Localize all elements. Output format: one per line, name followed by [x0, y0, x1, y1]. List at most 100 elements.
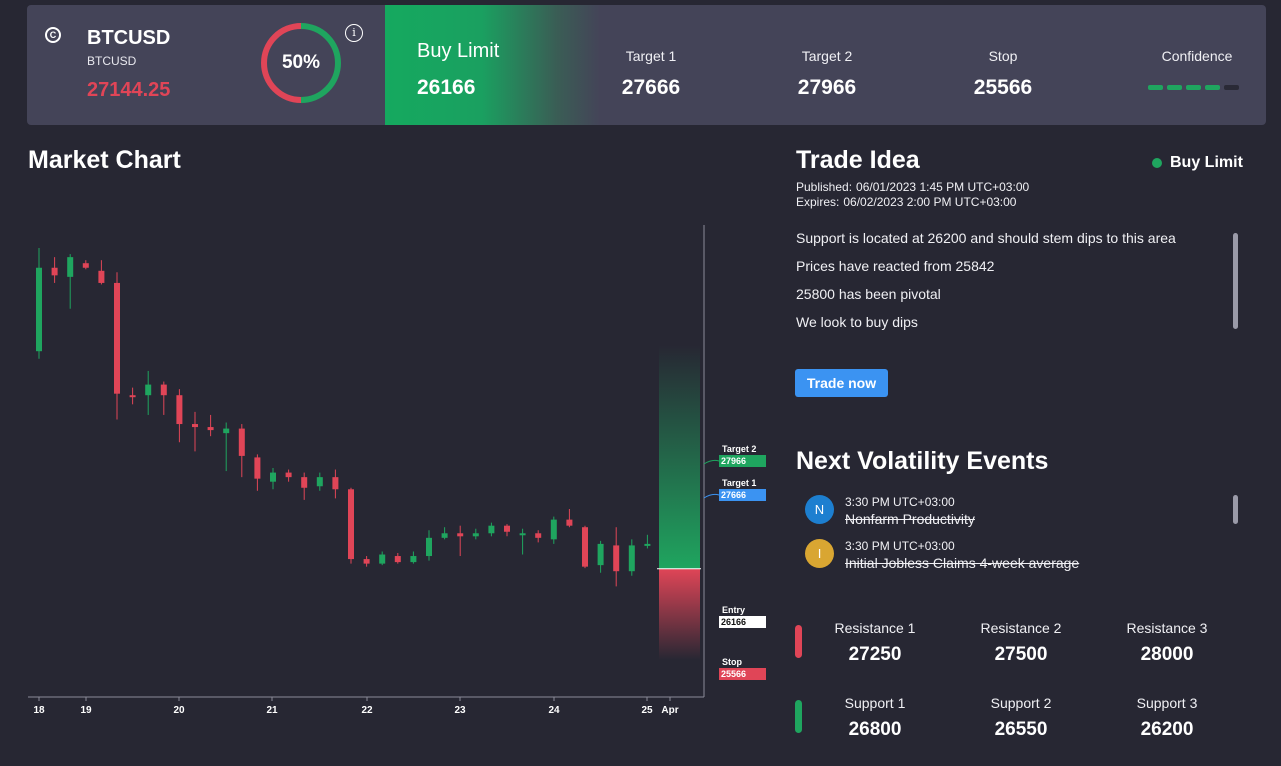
events-title: Next Volatility Events	[796, 447, 1049, 475]
confidence-segment	[1148, 85, 1163, 90]
level-value: 26800	[848, 719, 902, 740]
candle-body	[457, 533, 464, 537]
event-badge: N	[805, 495, 834, 524]
events-scrollbar[interactable]	[1233, 495, 1238, 524]
level-label: Support 1	[844, 695, 906, 711]
candle-body	[613, 545, 620, 572]
level-label: Resistance 2	[980, 620, 1062, 636]
market-chart[interactable]: 18 19 20 21 22 23 24 25 Apr Target 227966Target …	[0, 215, 780, 720]
x-tick-label: 20	[173, 705, 185, 716]
status-dot	[1152, 158, 1162, 168]
event-time: 3:30 PM UTC+03:00	[845, 539, 955, 553]
candle-body	[363, 559, 370, 564]
gauge-label: 50%	[281, 52, 321, 73]
idea-scrollbar[interactable]	[1233, 233, 1238, 329]
confidence-segment	[1205, 85, 1220, 90]
confidence-meter	[1148, 85, 1239, 90]
confidence-segment	[1224, 85, 1239, 90]
x-tick-label: 25	[641, 705, 653, 716]
candle-body	[98, 270, 105, 283]
published-info: Published: 06/01/2023 1:45 PM UTC+03:00	[796, 180, 1033, 194]
candle-body	[535, 533, 542, 538]
support-indicator	[795, 700, 802, 733]
stat-value: 25566	[973, 76, 1033, 99]
marker-connector	[703, 459, 720, 465]
candle-body	[270, 472, 276, 482]
trade-now-button[interactable]: Trade now	[795, 369, 888, 397]
level-label: Resistance 3	[1126, 620, 1208, 636]
candle-body	[332, 477, 339, 490]
marker-label: Target 2	[722, 444, 756, 454]
candle-body	[597, 543, 604, 566]
loss-zone	[659, 568, 700, 660]
candle-body	[176, 395, 183, 425]
level-value: 27500	[994, 644, 1048, 665]
candle-body	[207, 427, 214, 431]
trade-idea-status: Buy Limit	[1152, 154, 1243, 172]
resistance-2: Resistance 2 27500	[946, 620, 1096, 666]
marker-value: 27666	[721, 490, 746, 500]
candle-body	[316, 477, 323, 487]
candle-body	[301, 477, 308, 488]
published-date: 06/01/2023 1:45 PM UTC+03:00	[856, 180, 1030, 194]
candle-body	[426, 537, 432, 557]
marker-value-box	[719, 668, 766, 680]
idea-line: Support is located at 26200 and should s…	[796, 230, 1176, 246]
info-icon[interactable]: i	[345, 24, 363, 42]
level-value: 28000	[1140, 644, 1194, 665]
candle-body	[488, 525, 495, 534]
event-name[interactable]: Nonfarm Productivity	[845, 511, 975, 527]
candle-body	[550, 519, 557, 540]
x-tick-label: 22	[361, 705, 373, 716]
gauge-green-arc	[300, 23, 341, 103]
stat-target-2: Target 2 27966	[757, 5, 897, 125]
support-2: Support 2 26550	[946, 695, 1096, 741]
candle-body	[348, 489, 354, 560]
marker-label: Target 1	[722, 478, 756, 488]
level-label: Support 2	[990, 695, 1052, 711]
gauge-red-arc	[261, 23, 302, 103]
confidence-segment	[1167, 85, 1182, 90]
order-price: 26166	[417, 76, 476, 99]
idea-line: We look to buy dips	[796, 314, 918, 330]
marker-value: 26166	[721, 617, 746, 627]
percent-gauge	[261, 23, 341, 103]
candle-body	[129, 395, 136, 398]
order-panel: Buy Limit 26166	[385, 5, 600, 125]
candle-body	[192, 424, 198, 428]
stat-label: Stop	[988, 48, 1018, 64]
expires-info: Expires: 06/02/2023 2:00 PM UTC+03:00	[796, 195, 1020, 209]
stat-label: Target 2	[801, 48, 853, 64]
support-3: Support 3 26200	[1092, 695, 1242, 741]
stat-label: Target 1	[625, 48, 677, 64]
symbol-name: BTCUSD	[87, 27, 171, 49]
candle-body	[472, 533, 479, 537]
x-tick-label: 24	[548, 705, 560, 716]
candle-body	[379, 554, 386, 564]
candle-body	[36, 267, 42, 352]
marker-label: Entry	[722, 605, 745, 615]
marker-value: 27966	[721, 456, 746, 466]
candle-body	[519, 533, 526, 536]
stat-value: 27966	[797, 76, 857, 99]
level-markers: Target 2 27966 Target 1 27666 Entry 26166 Stop…	[703, 444, 766, 680]
x-tick-label: 21	[266, 705, 278, 716]
candle-body	[410, 556, 417, 563]
candle-body	[582, 527, 588, 567]
level-value: 27250	[848, 644, 902, 665]
candle-body	[285, 472, 292, 478]
event-name[interactable]: Initial Jobless Claims 4-week average	[845, 555, 1080, 571]
candle-body	[628, 545, 635, 572]
candle-body	[67, 257, 74, 277]
profit-zone	[659, 345, 700, 569]
marker-label: Stop	[722, 657, 742, 667]
resistance-3: Resistance 3 28000	[1092, 620, 1242, 666]
instrument-header: C BTCUSD BTCUSD 27144.25 50% i Buy Limit…	[27, 5, 1266, 125]
symbol-subtitle: BTCUSD	[87, 54, 137, 68]
candle-body	[441, 533, 448, 538]
published-label: Published:	[796, 180, 853, 194]
candle-body	[145, 384, 152, 396]
idea-line: 25800 has been pivotal	[796, 286, 941, 302]
status-label: Buy Limit	[1170, 154, 1243, 171]
chart-title: Market Chart	[28, 146, 181, 174]
